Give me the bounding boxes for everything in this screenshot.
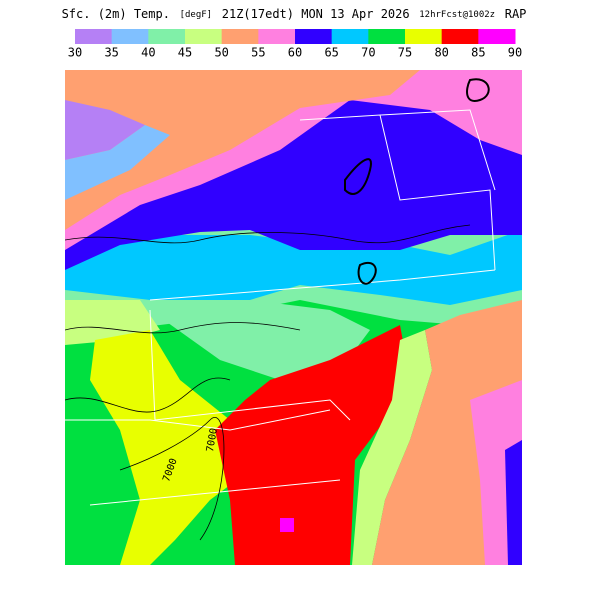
colorbar-label: 55 xyxy=(251,46,265,60)
colorbar-label: 65 xyxy=(324,46,338,60)
contour xyxy=(357,261,377,285)
colorbar-label: 85 xyxy=(471,46,485,60)
temp-region xyxy=(150,300,370,380)
title-part: RAP xyxy=(505,7,527,21)
contour xyxy=(65,377,231,413)
colorbar-swatch xyxy=(221,29,259,44)
colorbar-swatch xyxy=(331,29,369,44)
contour xyxy=(65,224,471,244)
temp-region xyxy=(65,100,145,160)
colorbar: 30 35 40 45 50 55 60 65 70 75 80 85 90 xyxy=(68,29,522,60)
temp-region xyxy=(215,325,410,565)
colorbar-label: 30 xyxy=(68,46,82,60)
colorbar-label: 35 xyxy=(104,46,118,60)
colorbar-swatch xyxy=(111,29,149,44)
colorbar-label: 45 xyxy=(178,46,192,60)
colorbar-label: 50 xyxy=(214,46,228,60)
colorbar-label: 90 xyxy=(508,46,522,60)
temp-region xyxy=(90,330,250,565)
title: Sfc. (2m) Temp. [degF] 21Z(17edt) MON 13… xyxy=(62,4,527,23)
temp-region xyxy=(65,230,522,305)
title-part: [degF] xyxy=(180,10,213,20)
colorbar-swatch xyxy=(185,29,223,44)
colorbar-swatch xyxy=(75,29,113,44)
contour xyxy=(65,322,301,334)
colorbar-swatch xyxy=(405,29,443,44)
colorbar-swatch xyxy=(148,29,186,44)
colorbar-label: 40 xyxy=(141,46,155,60)
temp-region xyxy=(352,330,432,565)
state-line xyxy=(65,409,331,431)
temp-region xyxy=(65,70,420,230)
colorbar-swatch xyxy=(441,29,479,44)
colorbar-swatch xyxy=(368,29,406,44)
colorbar-label: 60 xyxy=(288,46,302,60)
temp-region xyxy=(505,440,522,565)
contour-label: 7000 xyxy=(205,427,220,453)
state-line xyxy=(299,114,496,271)
colorbar-swatch xyxy=(295,29,333,44)
state-line xyxy=(149,269,496,301)
map xyxy=(65,70,522,565)
state-line xyxy=(89,479,341,506)
title-part: 12hrFcst@1002z xyxy=(419,10,495,20)
title-part: Sfc. (2m) Temp. xyxy=(62,7,170,21)
state-line xyxy=(379,109,496,191)
contour xyxy=(119,417,225,541)
state-line xyxy=(149,309,351,421)
colorbar-swatch xyxy=(258,29,296,44)
title: Sfc. (2m) Temp. [degF] 21Z(17edt) MON 13… xyxy=(62,4,527,23)
colorbar-label: 75 xyxy=(398,46,412,60)
colorbar-label: 80 xyxy=(434,46,448,60)
temp-region xyxy=(280,518,294,532)
temp-region xyxy=(65,125,170,200)
colorbar-label: 70 xyxy=(361,46,375,60)
title-part: 21Z(17edt) MON 13 Apr 2026 xyxy=(222,7,410,21)
contour xyxy=(466,78,490,102)
contour xyxy=(344,158,372,195)
colorbar-swatch xyxy=(478,29,516,44)
